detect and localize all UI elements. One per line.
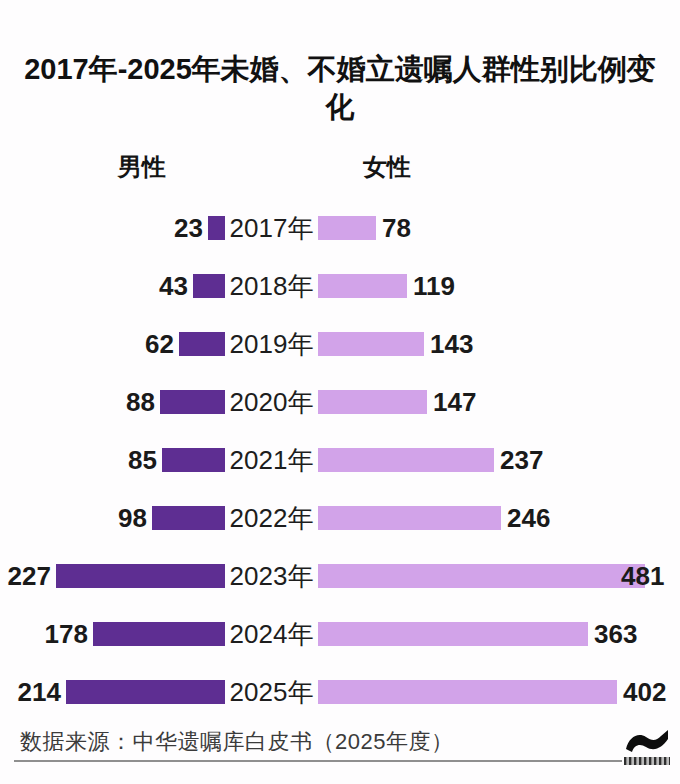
male-value-label: 43 [159, 271, 188, 302]
female-cell: 237 [318, 445, 680, 476]
footer: 数据来源：中华遗嘱库白皮书（2025年度） [0, 727, 680, 762]
legend-male-label: 男性 [118, 151, 166, 183]
male-value-label: 85 [128, 445, 157, 476]
chart-row: 43 2018年 119 [0, 257, 680, 315]
female-value-label: 402 [623, 677, 666, 708]
year-label: 2018年 [225, 269, 318, 304]
female-bar [318, 390, 427, 414]
male-cell: 85 [0, 445, 225, 476]
logo-caption-illegible [624, 757, 670, 765]
year-label: 2017年 [225, 211, 318, 246]
male-cell: 88 [0, 387, 225, 418]
female-cell: 119 [318, 271, 680, 302]
female-cell: 143 [318, 329, 680, 360]
male-value-label: 62 [145, 329, 174, 360]
female-value-label: 119 [413, 271, 455, 302]
year-label: 2019年 [225, 327, 318, 362]
chart-row: 227 2023年 481 [0, 547, 680, 605]
female-bar [318, 680, 617, 704]
chart-row: 85 2021年 237 [0, 431, 680, 489]
male-value-label: 214 [18, 677, 61, 708]
year-label: 2022年 [225, 501, 318, 536]
female-value-label: 246 [507, 503, 550, 534]
chart-row: 88 2020年 147 [0, 373, 680, 431]
chart-row: 23 2017年 78 [0, 199, 680, 257]
male-bar [56, 564, 225, 588]
male-cell: 43 [0, 271, 225, 302]
divider-line [14, 760, 622, 762]
male-cell: 23 [0, 213, 225, 244]
female-value-label: 237 [500, 445, 543, 476]
chart-row: 98 2022年 246 [0, 489, 680, 547]
chart-row: 214 2025年 402 [0, 663, 680, 721]
male-cell: 98 [0, 503, 225, 534]
female-bar [318, 216, 376, 240]
male-value-label: 178 [45, 619, 88, 650]
female-value-label: 481 [621, 561, 664, 592]
year-label: 2023年 [225, 559, 318, 594]
female-value-label: 143 [430, 329, 473, 360]
male-value-label: 98 [118, 503, 147, 534]
female-bar [318, 448, 494, 472]
female-value-label: 78 [382, 213, 411, 244]
male-bar [162, 448, 225, 472]
chart-row: 178 2024年 363 [0, 605, 680, 663]
female-bar [318, 564, 645, 588]
male-cell: 214 [0, 677, 225, 708]
male-bar [93, 622, 225, 646]
female-cell: 246 [318, 503, 680, 534]
year-label: 2025年 [225, 675, 318, 710]
year-label: 2021年 [225, 443, 318, 478]
female-bar [318, 506, 501, 530]
female-bar [318, 332, 424, 356]
publisher-logo [622, 729, 672, 765]
female-cell: 78 [318, 213, 680, 244]
legend: 男性 女性 [0, 152, 680, 182]
male-bar [208, 216, 225, 240]
female-cell: 481 [318, 561, 680, 592]
infographic-canvas: 2017年-2025年未婚、不婚立遗嘱人群性别比例变化 男性 女性 23 2017… [0, 0, 680, 784]
male-bar [66, 680, 225, 704]
diverging-bar-chart: 232017年78432018年119622019年143882020年1478… [0, 199, 680, 721]
page-title: 2017年-2025年未婚、不婚立遗嘱人群性别比例变化 [14, 0, 666, 126]
chart-row: 62 2019年 143 [0, 315, 680, 373]
female-bar [318, 622, 588, 646]
male-cell: 62 [0, 329, 225, 360]
male-value-label: 23 [174, 213, 203, 244]
wave-swoosh-icon [625, 729, 669, 755]
year-label: 2024年 [225, 617, 318, 652]
male-value-label: 227 [8, 561, 51, 592]
source-note: 数据来源：中华遗嘱库白皮书（2025年度） [20, 727, 680, 757]
male-bar [160, 390, 225, 414]
male-cell: 227 [0, 561, 225, 592]
male-bar [152, 506, 225, 530]
male-bar [193, 274, 225, 298]
year-label: 2020年 [225, 385, 318, 420]
male-bar [179, 332, 225, 356]
female-cell: 147 [318, 387, 680, 418]
female-value-label: 147 [433, 387, 476, 418]
legend-female-label: 女性 [363, 151, 411, 183]
male-value-label: 88 [126, 387, 155, 418]
male-cell: 178 [0, 619, 225, 650]
female-cell: 402 [318, 677, 680, 708]
female-value-label: 363 [594, 619, 637, 650]
female-cell: 363 [318, 619, 680, 650]
female-bar [318, 274, 407, 298]
